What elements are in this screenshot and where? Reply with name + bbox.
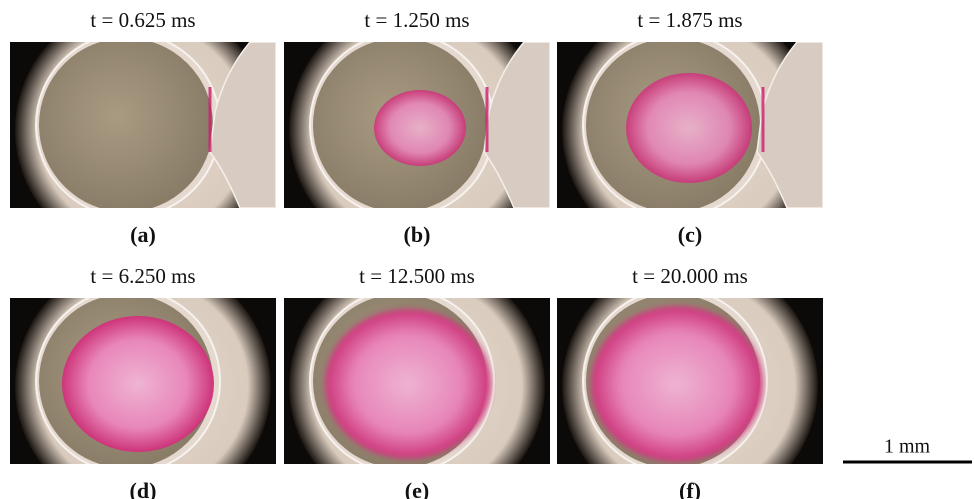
micrograph: [10, 258, 276, 499]
micrograph: [557, 2, 823, 258]
panel-label: (b): [404, 222, 431, 247]
micrograph: [557, 258, 823, 499]
panel-label: (a): [130, 222, 156, 247]
dye: [591, 306, 763, 462]
dye: [374, 90, 466, 166]
dye: [626, 73, 752, 183]
micrograph: [284, 2, 550, 258]
panel-time: t = 20.000 ms: [632, 264, 748, 288]
panel-label: (c): [678, 222, 702, 247]
panel-time: t = 1.250 ms: [364, 8, 469, 32]
panel-time: t = 12.500 ms: [359, 264, 475, 288]
panel-time: t = 0.625 ms: [90, 8, 195, 32]
micrograph: [284, 258, 550, 499]
figure: 1 mm t = 0.625 ms (a) t = 1.250 ms (b) t = 1…: [0, 0, 974, 499]
panel-label: (f): [679, 478, 701, 499]
panel-time: t = 6.250 ms: [90, 264, 195, 288]
dye: [325, 309, 491, 459]
panel-label: (e): [405, 478, 429, 499]
micrograph: [10, 2, 276, 258]
panel-time: t = 1.875 ms: [637, 8, 742, 32]
chamber: [39, 38, 213, 212]
dye: [62, 316, 214, 452]
scale-label: 1 mm: [884, 436, 931, 458]
panel-label: (d): [130, 478, 157, 499]
